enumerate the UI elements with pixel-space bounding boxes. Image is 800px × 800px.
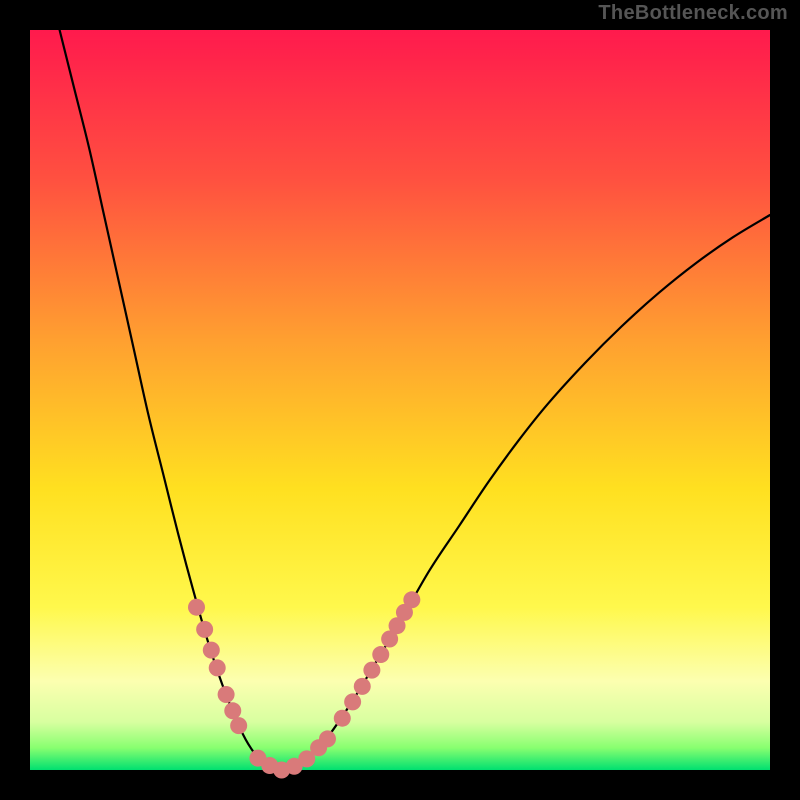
data-marker: [209, 659, 226, 676]
data-marker: [403, 591, 420, 608]
data-marker: [319, 730, 336, 747]
chart-container: TheBottleneck.com: [0, 0, 800, 800]
data-marker: [224, 702, 241, 719]
gradient-background: [30, 30, 770, 770]
bottleneck-chart: [0, 0, 800, 800]
data-marker: [203, 642, 220, 659]
data-marker: [372, 646, 389, 663]
data-marker: [363, 662, 380, 679]
data-marker: [334, 710, 351, 727]
data-marker: [344, 693, 361, 710]
data-marker: [230, 717, 247, 734]
data-marker: [218, 686, 235, 703]
data-marker: [196, 621, 213, 638]
data-marker: [188, 599, 205, 616]
watermark-text: TheBottleneck.com: [598, 2, 788, 25]
data-marker: [354, 678, 371, 695]
